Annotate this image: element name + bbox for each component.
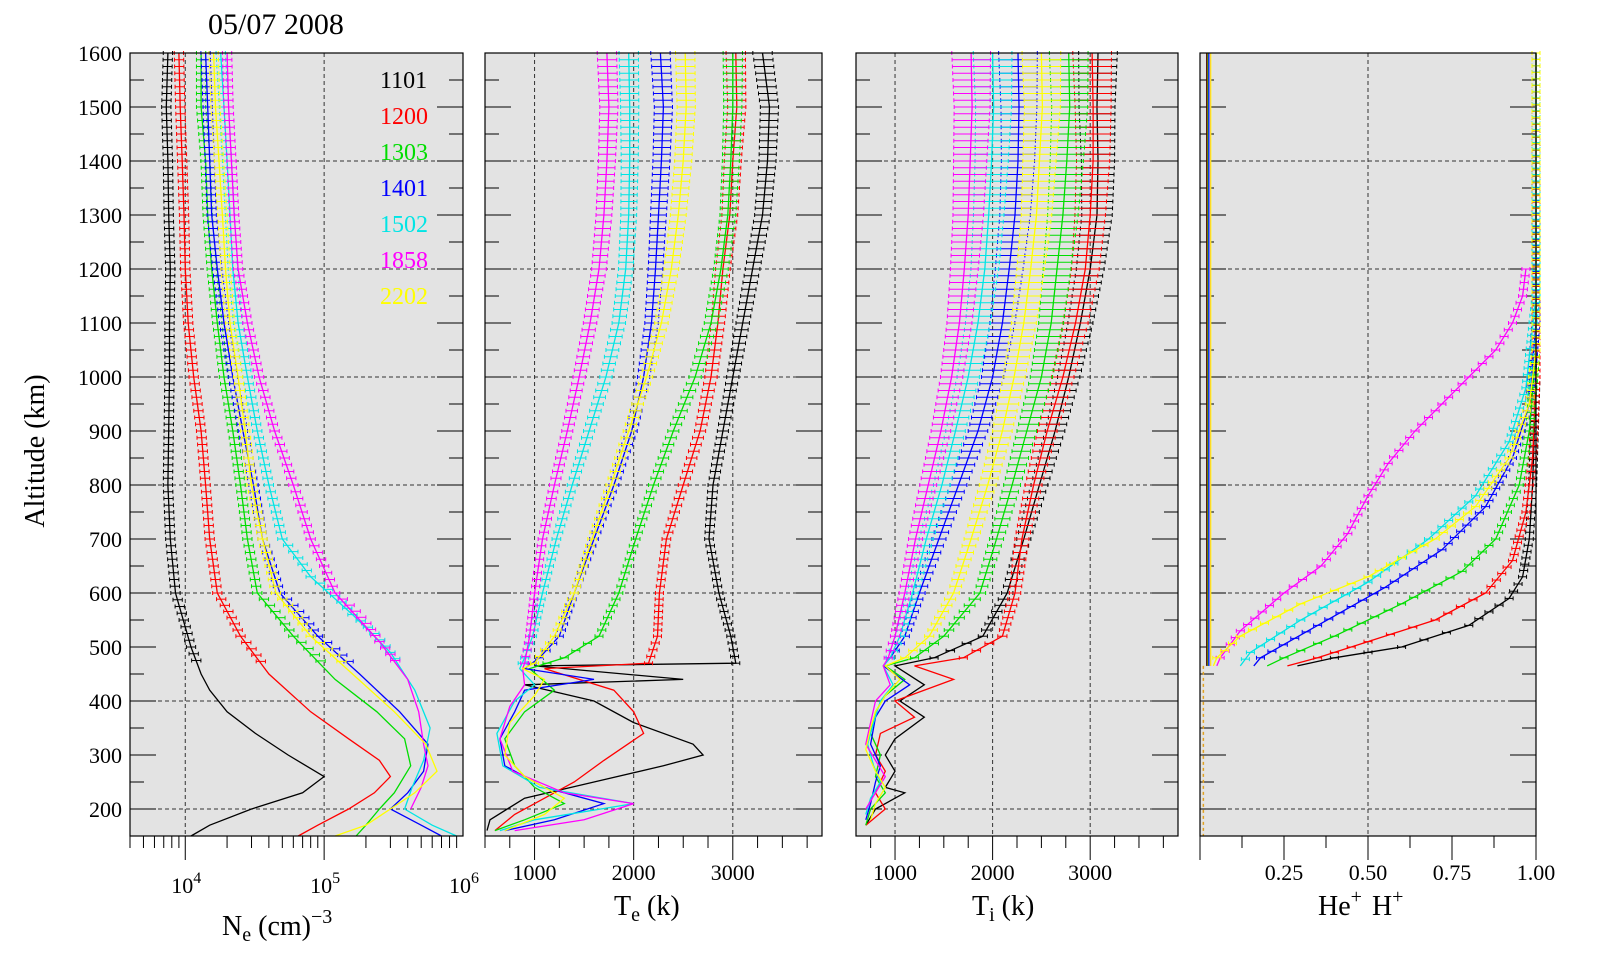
- y-tick-label: 1100: [79, 311, 122, 336]
- y-axis-ticks: 1600 1500 1400 1300 1200 1100 1000 900 800 700 600…: [78, 41, 122, 822]
- y-tick-label: 1000: [78, 365, 122, 390]
- y-tick-label: 400: [89, 689, 122, 714]
- figure-title: 05/07 2008: [208, 8, 344, 41]
- series-line-1303: [200, 53, 412, 837]
- panel-border: [129, 52, 464, 837]
- series-line-2202: [212, 52, 438, 837]
- y-axis-title-text: Altitude (km): [20, 374, 51, 527]
- x-tick-label: 104: [171, 870, 201, 898]
- series-line-1502: [496, 52, 634, 832]
- series-line-1200: [178, 52, 392, 837]
- y-tick-label: 700: [89, 527, 122, 552]
- series-line-1101: [486, 52, 771, 831]
- series-line-1858: [499, 52, 634, 832]
- y-tick-label: 1200: [78, 257, 122, 282]
- y-tick-label: 800: [89, 473, 122, 498]
- x-tick-label: 105: [310, 870, 340, 898]
- x-tick-label: 106: [449, 870, 479, 898]
- y-tick-label: 1500: [78, 95, 122, 120]
- series-line-2202: [504, 52, 687, 832]
- y-tick-label: 1400: [78, 149, 122, 174]
- y-tick-label: 1300: [78, 203, 122, 228]
- series-line-1101: [865, 52, 1099, 826]
- series-line-1101: [165, 52, 326, 837]
- series-line-1858: [226, 52, 429, 810]
- series-line-1502: [220, 52, 457, 837]
- y-tick-label: 200: [89, 797, 122, 822]
- x-tick-label: 3000: [711, 860, 755, 885]
- y-tick-label: 600: [89, 581, 122, 606]
- y-tick-label: 900: [89, 419, 122, 444]
- y-axis-title: Altitude (km): [20, 374, 51, 527]
- panel-background: [485, 53, 822, 836]
- panel-background: [130, 53, 463, 836]
- panel-border: [484, 52, 823, 837]
- y-tick-label: 500: [89, 635, 122, 660]
- panel-ti: 1000 2000 3000: [855, 51, 1179, 885]
- x-tick-label: 1000: [513, 860, 557, 885]
- y-tick-label: 300: [89, 743, 122, 768]
- panel-ne: 104 105 106: [129, 51, 479, 898]
- x-tick-label: 2000: [612, 860, 656, 885]
- panel-te: 1000 2000 3000: [484, 51, 823, 885]
- y-tick-label: 1600: [78, 41, 122, 66]
